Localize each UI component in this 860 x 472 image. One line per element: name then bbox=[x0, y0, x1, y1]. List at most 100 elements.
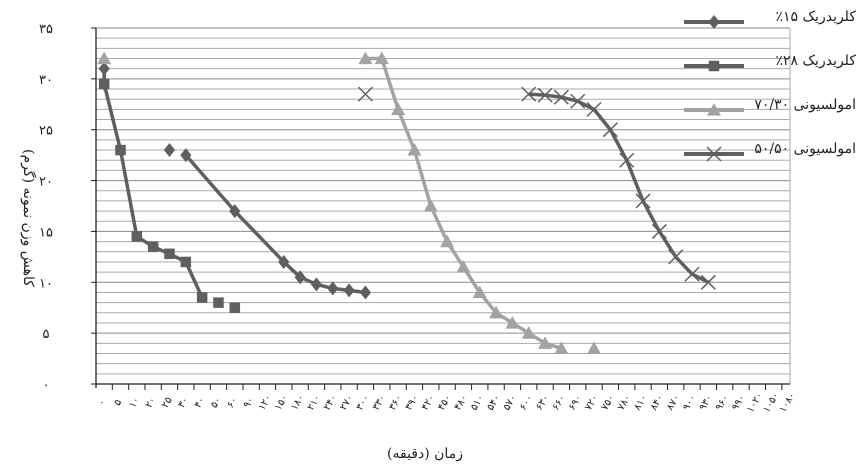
x-tick-label: ۲۵ bbox=[160, 395, 175, 410]
data-point bbox=[554, 341, 569, 354]
data-point bbox=[505, 315, 520, 329]
data-point bbox=[668, 249, 684, 265]
x-tick-label: ۲۰ bbox=[144, 395, 159, 410]
data-point bbox=[586, 101, 602, 117]
x-tick-label: ۳۰۰ bbox=[354, 393, 372, 412]
data-point bbox=[115, 144, 126, 156]
legend-swatch-x bbox=[684, 146, 744, 162]
data-point bbox=[357, 86, 373, 102]
x-tick-label: ۴۰ bbox=[193, 395, 208, 410]
data-point bbox=[708, 60, 720, 72]
x-tick-label: ۱۰۵۰ bbox=[761, 391, 781, 415]
x-tick-label: ۳۳۰ bbox=[371, 393, 389, 412]
x-tick-label: ۱۰۲۰ bbox=[745, 391, 765, 415]
x-axis-title: زمان (دقیقه) bbox=[387, 446, 463, 462]
data-point-stroke bbox=[521, 86, 537, 102]
data-point-stroke bbox=[684, 266, 700, 282]
data-point-stroke bbox=[357, 86, 373, 102]
x-tick-label: ۴۵۰ bbox=[436, 393, 454, 412]
series-line bbox=[365, 56, 562, 351]
x-tick-label: ۶۹۰ bbox=[567, 393, 585, 412]
x-tick-label: ۳۶۰ bbox=[387, 393, 405, 412]
legend-item: کلریدریک ۱۵٪ bbox=[678, 4, 858, 48]
x-tick-label: ۴۸۰ bbox=[452, 393, 470, 412]
data-point bbox=[707, 103, 721, 116]
x-tick-label: ۵ bbox=[112, 398, 124, 408]
data-point-stroke bbox=[700, 274, 716, 290]
x-tick-label: ۷۸۰ bbox=[616, 393, 634, 412]
x-tick-label: ۷۵۰ bbox=[599, 393, 617, 412]
data-point bbox=[423, 199, 438, 212]
axes bbox=[91, 27, 790, 390]
data-point-stroke bbox=[706, 146, 722, 162]
data-point-stroke bbox=[537, 87, 553, 103]
y-tick-label: ۵ bbox=[43, 327, 50, 342]
y-tick-label: ۲۰ bbox=[39, 175, 53, 190]
data-point-stroke bbox=[619, 152, 635, 168]
y-tick-label: ۳۰ bbox=[39, 73, 53, 88]
data-point bbox=[407, 143, 422, 156]
x-tick-label: ۳۰ bbox=[176, 395, 191, 410]
x-tick-label: ۲۴۰ bbox=[322, 393, 340, 412]
data-point-stroke bbox=[586, 101, 602, 117]
legend-label: امولسیونی ۷۰/۳۰ bbox=[754, 97, 856, 113]
data-point bbox=[521, 86, 537, 102]
data-point bbox=[570, 93, 586, 109]
legend-swatch-square bbox=[684, 60, 744, 72]
data-point bbox=[180, 256, 192, 268]
data-point bbox=[213, 297, 224, 308]
y-tick-label: ۳۵ bbox=[39, 22, 53, 37]
x-tick-label: ۲۱۰ bbox=[305, 393, 323, 412]
data-point-stroke bbox=[668, 249, 684, 265]
x-tick-label: ۸۱۰ bbox=[632, 393, 650, 412]
data-point bbox=[537, 87, 553, 103]
x-tick-label: ۵۱۰ bbox=[469, 393, 487, 412]
data-point bbox=[164, 248, 175, 260]
x-tick-label: ۹۶۰ bbox=[714, 393, 732, 412]
legend-item: امولسیونی ۷۰/۳۰ bbox=[678, 92, 858, 136]
data-point bbox=[97, 51, 112, 65]
x-tick-label: ۱۵۰ bbox=[273, 393, 291, 412]
data-point bbox=[310, 277, 323, 292]
data-point bbox=[521, 326, 536, 339]
data-point bbox=[553, 89, 569, 105]
x-tick-label: ۸۷۰ bbox=[665, 393, 683, 412]
legend-swatch-diamond bbox=[684, 15, 744, 29]
x-tick-label: ۶۰ bbox=[225, 395, 240, 410]
x-tick-label: ۳۹۰ bbox=[403, 393, 421, 412]
data-point bbox=[489, 305, 504, 319]
data-point bbox=[229, 204, 241, 219]
x-tick-label: ۸۴۰ bbox=[648, 393, 666, 412]
legend-label: کلریدریک ۲۸٪ bbox=[775, 53, 857, 69]
x-tick-label: ۱۰۸۰ bbox=[778, 391, 798, 415]
data-point-stroke bbox=[570, 93, 586, 109]
x-tick-label: ۹۰ bbox=[242, 395, 257, 410]
x-tick-label: ۵۰ bbox=[209, 395, 224, 410]
legend-item: امولسیونی ۵۰/۵۰ bbox=[678, 136, 858, 180]
series-markers bbox=[97, 51, 716, 354]
x-tick-label: ۶۰۰ bbox=[518, 393, 536, 412]
data-point bbox=[180, 148, 192, 163]
data-point bbox=[278, 254, 290, 269]
data-point bbox=[359, 285, 372, 300]
data-point bbox=[708, 15, 720, 29]
y-tick-label: ۱۵ bbox=[39, 225, 53, 240]
legend-label: کلریدریک ۱۵٪ bbox=[775, 9, 857, 25]
data-point bbox=[358, 51, 373, 65]
y-axis-title: کاهش وزن نمونه (گرم) bbox=[20, 149, 37, 287]
y-tick-label: ۰ bbox=[43, 378, 50, 393]
x-tick-label: ۰ bbox=[96, 398, 108, 408]
legend-swatch-triangle bbox=[684, 103, 744, 116]
gridlines bbox=[96, 27, 791, 384]
legend: کلریدریک ۱۵٪ کلریدریک ۲۸٪ امولسیونی ۷۰/۳… bbox=[678, 4, 858, 180]
data-point bbox=[196, 292, 208, 303]
x-tick-label: ۷۲۰ bbox=[583, 393, 601, 412]
data-point-stroke bbox=[651, 223, 667, 239]
data-point bbox=[587, 341, 602, 354]
data-point bbox=[602, 122, 618, 138]
x-tick-label: ۱۸۰ bbox=[289, 393, 307, 412]
data-point bbox=[131, 231, 143, 242]
data-point bbox=[651, 223, 667, 239]
x-tick-label: ۲۷۰ bbox=[338, 393, 356, 412]
